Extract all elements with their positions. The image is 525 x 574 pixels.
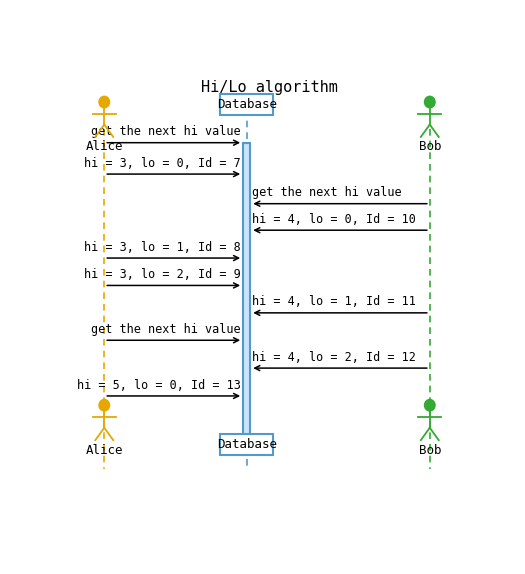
Circle shape	[425, 96, 435, 108]
Text: Alice: Alice	[86, 141, 123, 153]
Bar	[220, 434, 273, 455]
Text: Database: Database	[217, 98, 277, 111]
Circle shape	[99, 96, 110, 108]
Circle shape	[425, 400, 435, 411]
Text: Bob: Bob	[418, 141, 441, 153]
Text: get the next hi value: get the next hi value	[91, 323, 241, 336]
Text: hi = 4, lo = 1, Id = 11: hi = 4, lo = 1, Id = 11	[253, 296, 416, 308]
Bar	[220, 94, 273, 115]
Text: get the next hi value: get the next hi value	[91, 125, 241, 138]
Text: hi = 5, lo = 0, Id = 13: hi = 5, lo = 0, Id = 13	[77, 378, 241, 391]
Text: get the next hi value: get the next hi value	[253, 187, 402, 199]
Text: hi = 3, lo = 1, Id = 8: hi = 3, lo = 1, Id = 8	[84, 241, 241, 254]
Text: Alice: Alice	[86, 444, 123, 457]
Text: Database: Database	[217, 438, 277, 451]
Text: hi = 3, lo = 0, Id = 7: hi = 3, lo = 0, Id = 7	[84, 157, 241, 170]
Text: Hi/Lo algorithm: Hi/Lo algorithm	[201, 80, 338, 95]
Text: hi = 3, lo = 2, Id = 9: hi = 3, lo = 2, Id = 9	[84, 268, 241, 281]
Bar	[243, 143, 250, 436]
Text: hi = 4, lo = 2, Id = 12: hi = 4, lo = 2, Id = 12	[253, 351, 416, 364]
Circle shape	[99, 400, 110, 411]
Text: Bob: Bob	[418, 444, 441, 457]
Text: hi = 4, lo = 0, Id = 10: hi = 4, lo = 0, Id = 10	[253, 213, 416, 226]
